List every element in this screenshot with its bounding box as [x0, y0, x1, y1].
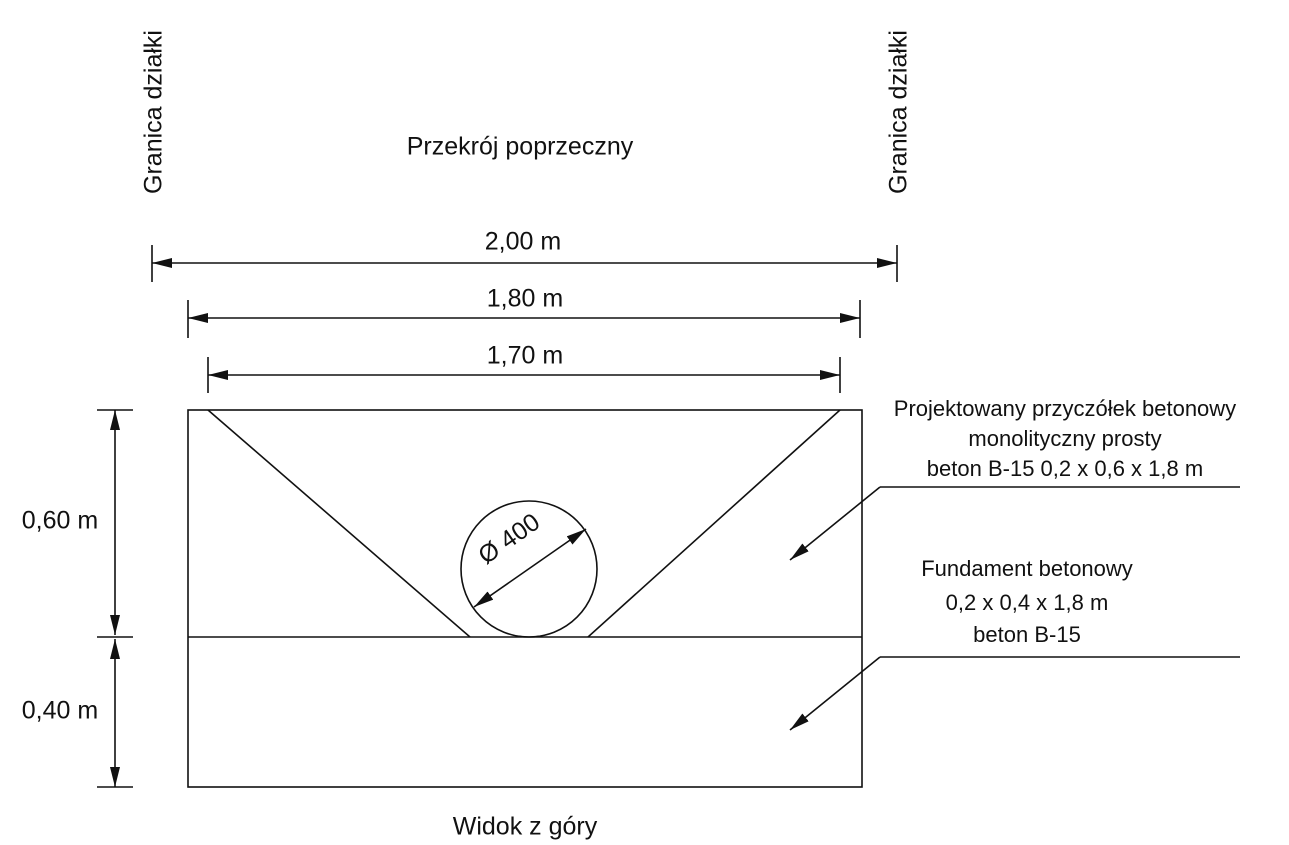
- footer: Widok z góry: [453, 813, 598, 841]
- foundation-label: Fundament betonowy: [921, 556, 1133, 581]
- dimension-label: 2,00 m: [485, 228, 561, 256]
- dimension-label: 1,70 m: [487, 342, 563, 370]
- foundation-label: 0,2 x 0,4 x 1,8 m: [946, 590, 1109, 615]
- dimension-lines: [97, 245, 898, 788]
- dimension-label: 0,40 m: [22, 697, 98, 725]
- structure: [187, 409, 863, 788]
- title: Przekrój poprzeczny: [407, 133, 634, 161]
- abutment-label: monolityczny prosty: [968, 426, 1161, 451]
- leaders: [789, 486, 1240, 731]
- dimension-label: 0,60 m: [22, 507, 98, 535]
- boundary-label: Granica działki: [140, 30, 168, 194]
- abutment-label: Projektowany przyczółek betonowy: [894, 396, 1236, 421]
- dimension-label: 1,80 m: [487, 285, 563, 313]
- foundation-label: beton B-15: [973, 622, 1081, 647]
- abutment-label: beton B-15 0,2 x 0,6 x 1,8 m: [927, 456, 1203, 481]
- boundary-label: Granica działki: [885, 30, 913, 194]
